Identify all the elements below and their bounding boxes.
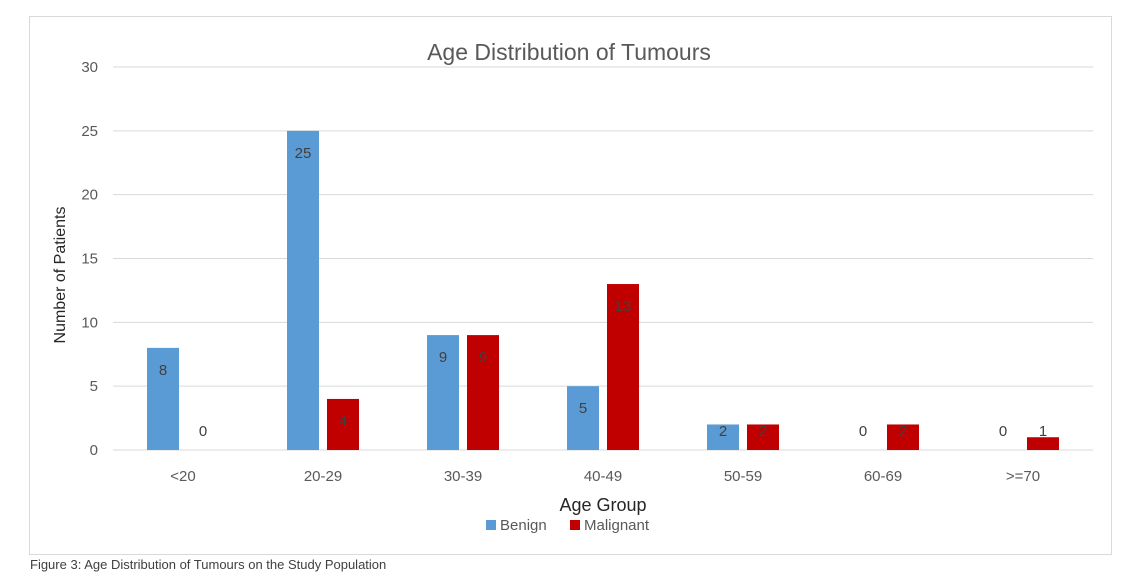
legend: Benign Malignant bbox=[486, 517, 650, 534]
y-tick-label: 5 bbox=[90, 378, 98, 395]
data-label-benign-2: 9 bbox=[439, 349, 447, 366]
y-tick-label: 15 bbox=[81, 251, 98, 268]
data-label-malignant-0: 0 bbox=[199, 423, 207, 440]
data-label-benign-1: 25 bbox=[295, 145, 312, 162]
x-tick-label: 30-39 bbox=[444, 468, 482, 485]
x-tick-label: 50-59 bbox=[724, 468, 762, 485]
bar-malignant-5 bbox=[887, 424, 919, 450]
data-label-benign-3: 5 bbox=[579, 400, 587, 417]
bar-benign-0 bbox=[147, 347, 179, 450]
bar-malignant-6 bbox=[1027, 437, 1059, 450]
y-axis-label: Number of Patients bbox=[52, 207, 69, 344]
data-label-malignant-1: 4 bbox=[339, 413, 347, 430]
figure-caption: Figure 3: Age Distribution of Tumours on… bbox=[30, 557, 387, 572]
bar-benign-3 bbox=[567, 386, 599, 450]
x-tick-label: 20-29 bbox=[304, 468, 342, 485]
data-labels: 8 0 25 4 9 9 5 13 2 2 0 2 0 1 bbox=[159, 145, 1047, 440]
legend-label-benign: Benign bbox=[500, 517, 547, 534]
data-label-malignant-2: 9 bbox=[479, 349, 487, 366]
bar-malignant-3 bbox=[607, 284, 639, 450]
data-label-benign-6: 0 bbox=[999, 423, 1007, 440]
gridlines bbox=[113, 66, 1093, 451]
bar-malignant-4 bbox=[747, 424, 779, 450]
bar-malignant-2 bbox=[467, 335, 499, 450]
data-label-malignant-5: 2 bbox=[899, 423, 907, 440]
y-tick-label: 30 bbox=[81, 59, 98, 76]
chart-title: Age Distribution of Tumours bbox=[427, 39, 711, 65]
y-tick-label: 0 bbox=[90, 442, 98, 459]
x-tick-label: 40-49 bbox=[584, 468, 622, 485]
bar-benign-4 bbox=[707, 424, 739, 450]
x-tick-label: 60-69 bbox=[864, 468, 902, 485]
data-label-malignant-3: 13 bbox=[615, 298, 632, 315]
data-label-malignant-4: 2 bbox=[759, 423, 767, 440]
y-tick-label: 25 bbox=[81, 123, 98, 140]
bars bbox=[147, 130, 1059, 450]
bar-benign-1 bbox=[287, 130, 319, 450]
x-axis-ticks: <20 20-29 30-39 40-49 50-59 60-69 >=70 bbox=[170, 468, 1040, 485]
data-label-benign-0: 8 bbox=[159, 362, 167, 379]
data-label-malignant-6: 1 bbox=[1039, 423, 1047, 440]
bar-benign-2 bbox=[427, 335, 459, 450]
data-label-benign-5: 0 bbox=[859, 423, 867, 440]
y-tick-label: 20 bbox=[81, 187, 98, 204]
legend-swatch-benign bbox=[486, 520, 496, 530]
data-label-benign-4: 2 bbox=[719, 423, 727, 440]
legend-label-malignant: Malignant bbox=[584, 517, 650, 534]
chart-area: 0 5 10 15 20 25 30 8 0 25 4 9 9 5 13 2 2 0 2 0 1 <20 20-29 30… bbox=[29, 16, 1112, 555]
y-tick-label: 10 bbox=[81, 314, 98, 331]
y-axis-ticks: 0 5 10 15 20 25 30 bbox=[81, 59, 98, 459]
x-axis-label: Age Group bbox=[559, 495, 646, 515]
x-tick-label: <20 bbox=[170, 468, 195, 485]
x-tick-label: >=70 bbox=[1006, 468, 1040, 485]
bar-malignant-1 bbox=[327, 398, 359, 450]
legend-swatch-malignant bbox=[570, 520, 580, 530]
